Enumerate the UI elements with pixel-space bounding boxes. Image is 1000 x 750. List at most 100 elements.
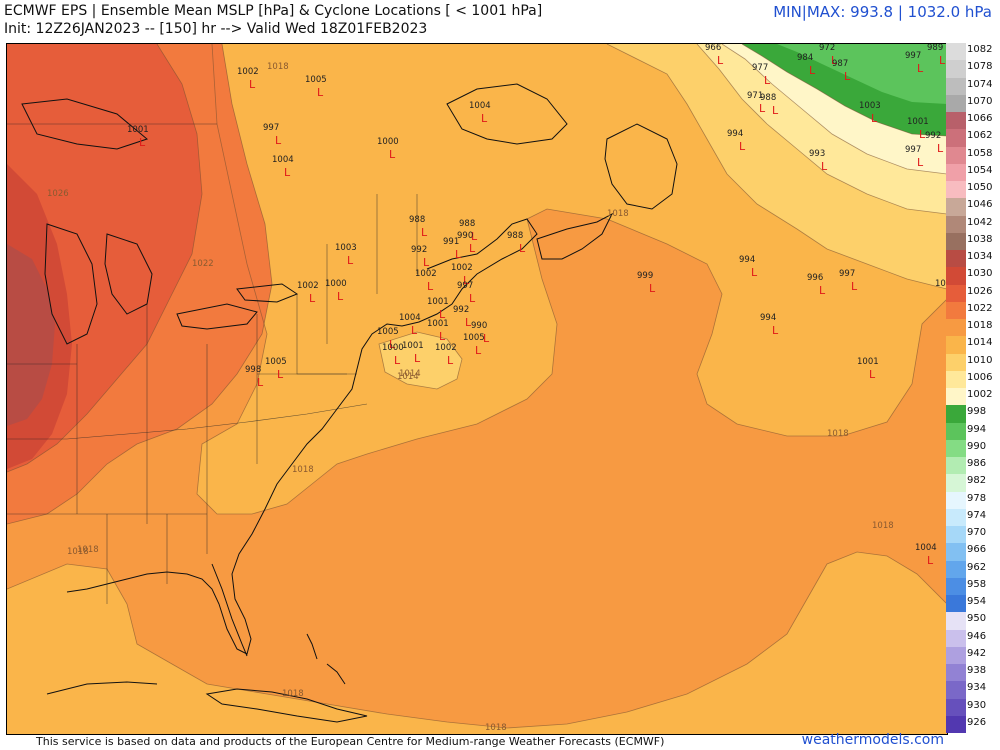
- legend-label: 1038: [967, 233, 993, 245]
- legend-label: 958: [967, 578, 987, 590]
- legend-level: 1074: [946, 77, 996, 95]
- legend-label: 938: [967, 665, 987, 676]
- cyclone-pressure: 992: [925, 131, 941, 141]
- cyclone-pressure: 988: [459, 219, 475, 229]
- legend-swatch: [946, 267, 966, 285]
- low-symbol: L: [469, 292, 476, 305]
- legend-level: 994: [946, 422, 996, 440]
- brand-link[interactable]: weathermodels.com: [801, 732, 944, 748]
- legend-level: 970: [946, 526, 996, 544]
- legend-level: 946: [946, 629, 996, 647]
- cyclone-pressure: 1001: [127, 125, 149, 135]
- legend-swatch: [946, 370, 966, 388]
- low-symbol: L: [249, 78, 256, 91]
- legend-label: 990: [967, 440, 987, 452]
- cyclone-pressure: 1002: [297, 281, 319, 291]
- legend-swatch: [946, 491, 966, 509]
- cyclone-pressure: 1001: [907, 117, 929, 127]
- legend-swatch: [946, 629, 966, 647]
- low-symbol: L: [337, 290, 344, 303]
- legend-level: 958: [946, 577, 996, 595]
- cyclone-pressure: 998: [245, 365, 261, 375]
- low-symbol: L: [389, 338, 396, 351]
- pressure-legend: 1082 1078 1074 1070 1066 1062 1058 1054 1050 1046…: [946, 43, 996, 733]
- isobar-label: 1026: [47, 189, 69, 199]
- cyclone-pressure: 990: [457, 231, 473, 241]
- init-valid-time: Init: 12Z26JAN2023 -- [150] hr --> Valid…: [4, 21, 428, 37]
- state-borders: [7, 123, 418, 604]
- isobar-label: 1018: [872, 521, 894, 531]
- legend-level: 982: [946, 474, 996, 492]
- isobar-lines: [7, 44, 947, 729]
- low-symbol: L: [414, 352, 421, 365]
- legend-swatch: [946, 181, 966, 199]
- cyclone-pressure: 993: [809, 149, 825, 159]
- low-symbol: L: [394, 354, 401, 367]
- low-symbol: L: [389, 148, 396, 161]
- legend-label: 942: [967, 647, 987, 659]
- cyclone-pressure: 1001: [427, 297, 449, 307]
- cyclone-pressure: 1002: [237, 67, 259, 77]
- cyclone-pressure: 984: [797, 53, 813, 63]
- low-symbol: L: [751, 266, 758, 279]
- legend-label: 1022: [967, 302, 993, 314]
- legend-level: 1030: [946, 267, 996, 285]
- legend-level: 1046: [946, 198, 996, 216]
- isobar-band-994: [777, 44, 947, 104]
- low-symbol: L: [277, 368, 284, 381]
- legend-swatch: [946, 129, 966, 147]
- low-symbol: L: [483, 332, 490, 345]
- legend-level: 1078: [946, 60, 996, 78]
- legend-level: 950: [946, 612, 996, 630]
- low-symbol: L: [257, 376, 264, 389]
- cyclone-pressure: 972: [819, 44, 835, 53]
- legend-level: 1026: [946, 284, 996, 302]
- legend-label: 926: [967, 716, 987, 728]
- cyclone-pressure: 1004: [469, 101, 491, 111]
- legend-level: 1022: [946, 301, 996, 319]
- cyclone-pressure: 997: [457, 281, 473, 291]
- legend-label: 946: [967, 630, 987, 642]
- low-symbol: L: [821, 160, 828, 173]
- cyclone-pressure: 1005: [463, 333, 485, 343]
- low-symbol: L: [717, 54, 724, 67]
- cyclone-pressure: 1002: [435, 343, 457, 353]
- legend-label: 1014: [967, 337, 993, 349]
- cyclone-pressure: 997: [905, 145, 921, 155]
- legend-label: 934: [967, 682, 987, 694]
- cyclone-pressure: 1000: [325, 279, 347, 289]
- low-symbol: L: [139, 136, 146, 149]
- cyclone-pressure: 1005: [377, 327, 399, 337]
- legend-level: 942: [946, 646, 996, 664]
- cyclone-pressure: 1004: [272, 155, 294, 165]
- cyclone-pressure: 997: [263, 123, 279, 133]
- legend-swatch: [946, 336, 966, 354]
- legend-swatch: [946, 146, 966, 164]
- cyclone-pressure: 988: [409, 215, 425, 225]
- cyclone-pressure: 1000: [377, 137, 399, 147]
- low-symbol: L: [937, 142, 944, 155]
- cyclone-pressure: 996: [807, 273, 823, 283]
- cyclone-pressure: 990: [471, 321, 487, 331]
- low-symbol: L: [427, 280, 434, 293]
- legend-level: 1054: [946, 163, 996, 181]
- isobar-label: 1022: [192, 259, 214, 269]
- low-symbol: L: [831, 54, 838, 67]
